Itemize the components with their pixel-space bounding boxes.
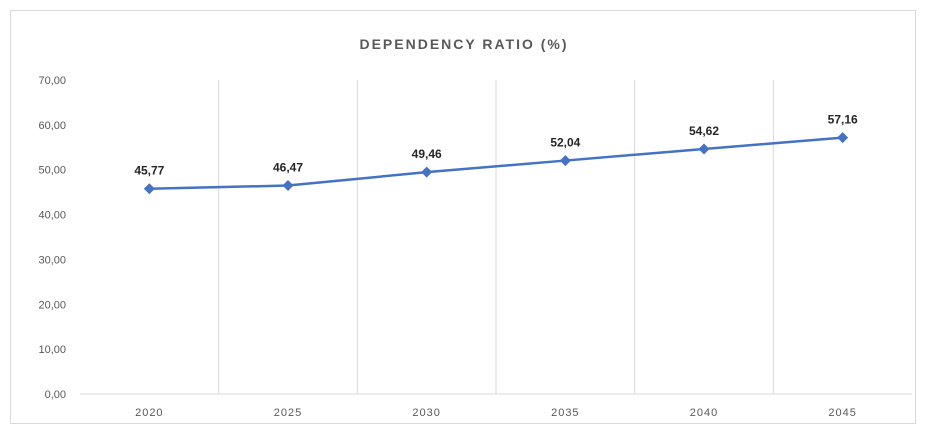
y-tick-label: 60,00 — [38, 120, 66, 132]
y-tick-label: 20,00 — [38, 299, 66, 311]
chart-title: DEPENDENCY RATIO (%) — [359, 36, 569, 52]
y-tick-label: 50,00 — [38, 165, 66, 177]
chart-frame — [10, 10, 916, 424]
y-tick-label: 10,00 — [38, 344, 66, 356]
data-point-marker — [282, 180, 294, 192]
data-label: 57,16 — [828, 113, 858, 127]
y-tick-label: 30,00 — [38, 254, 66, 266]
y-axis-ticks: 0,00 10,00 20,00 30,00 40,00 50,00 60,00 70,00 — [38, 75, 66, 401]
x-axis-ticks: 2020 2025 2030 2035 2040 2045 — [135, 407, 856, 419]
x-tick-label: 2045 — [828, 407, 856, 419]
y-tick-label: 40,00 — [38, 210, 66, 222]
series-line — [149, 136, 843, 190]
x-tick-label: 2035 — [551, 407, 579, 419]
series — [143, 132, 849, 195]
x-tick-label: 2030 — [412, 407, 440, 419]
data-point-marker — [559, 155, 571, 167]
data-label: 45,77 — [134, 164, 164, 178]
data-label: 54,62 — [689, 124, 719, 138]
x-tick-label: 2025 — [274, 407, 302, 419]
data-point-marker — [837, 132, 849, 144]
y-tick-label: 70,00 — [38, 75, 66, 87]
data-point-marker — [143, 183, 155, 195]
data-label: 46,47 — [273, 161, 303, 175]
data-labels: 45,77 46,47 49,46 52,04 54,62 57,16 — [134, 113, 858, 178]
x-tick-label: 2020 — [135, 407, 163, 419]
x-tick-label: 2040 — [690, 407, 718, 419]
data-label: 52,04 — [550, 136, 580, 150]
data-label: 49,46 — [412, 147, 442, 161]
data-point-marker — [421, 166, 433, 178]
y-tick-label: 0,00 — [45, 389, 66, 401]
data-point-marker — [698, 143, 710, 155]
grid-lines — [218, 80, 774, 394]
